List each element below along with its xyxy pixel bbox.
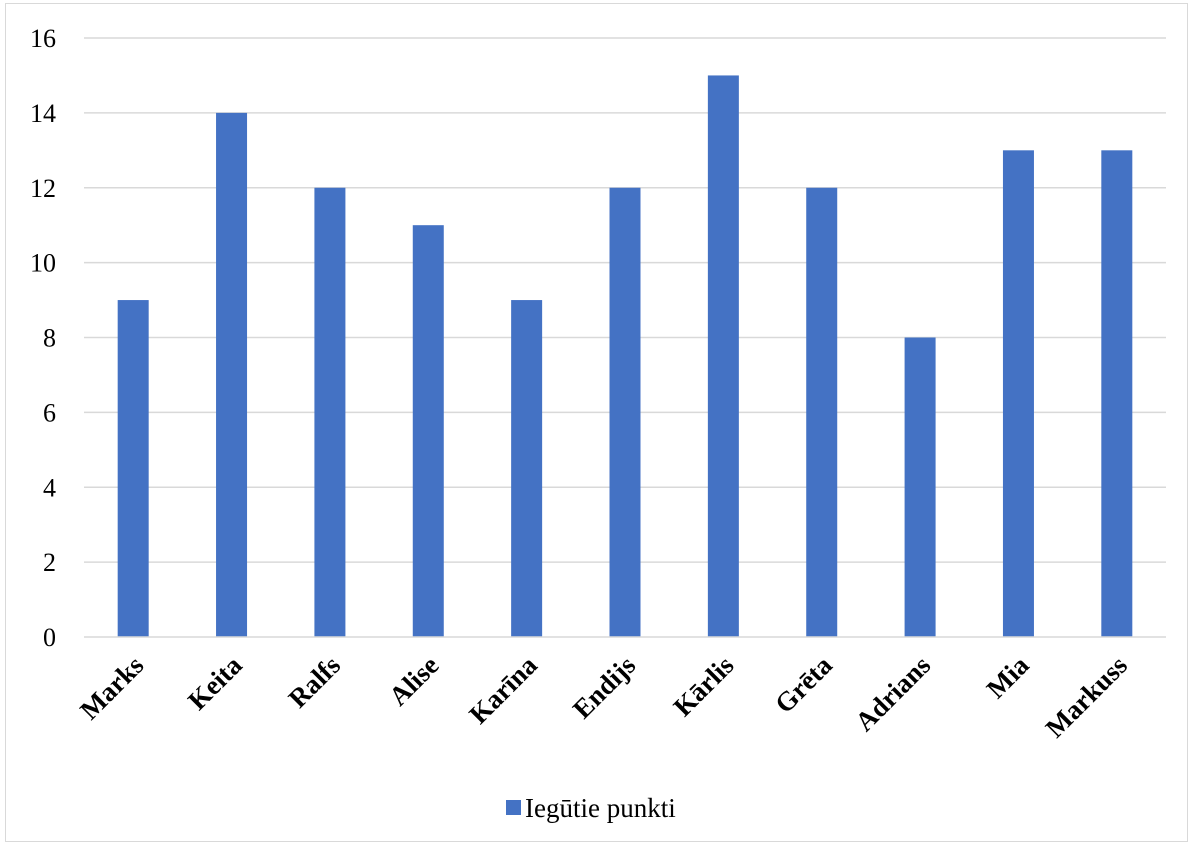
bar-7 [806, 187, 838, 637]
x-category-label: Markuss [1040, 650, 1133, 743]
x-category-label: Keita [182, 650, 248, 716]
bar-0 [117, 300, 149, 637]
x-category-label: Karīna [463, 650, 543, 730]
x-category-label: Adrians [849, 650, 936, 737]
x-category-label: Kārlis [667, 650, 739, 722]
legend-label: Iegūtie punkti [525, 793, 676, 823]
bar-9 [1002, 150, 1034, 637]
y-tick-label: 2 [43, 548, 56, 577]
bar-3 [412, 225, 444, 637]
y-tick-label: 8 [43, 324, 56, 353]
bar-4 [511, 300, 543, 637]
bar-8 [904, 337, 936, 637]
legend: Iegūtie punkti [506, 793, 676, 823]
x-axis-categories: Marks Keita Ralfs Alise Karīna Endijs Kārlis Gr… [74, 650, 1133, 744]
y-tick-label: 16 [30, 24, 56, 53]
x-category-label: Grēta [769, 650, 838, 719]
y-tick-label: 12 [30, 174, 56, 203]
legend-swatch [506, 800, 521, 815]
x-category-label: Marks [74, 650, 149, 725]
chart-frame [5, 3, 1188, 842]
bar-6 [707, 75, 739, 637]
x-category-label: Alise [383, 650, 445, 712]
x-category-label: Mia [981, 650, 1035, 704]
bar-1 [216, 112, 248, 637]
y-tick-label: 4 [43, 473, 56, 502]
x-category-label: Ralfs [283, 650, 347, 714]
y-tick-label: 0 [43, 623, 56, 652]
bars [117, 75, 1133, 637]
bar-5 [609, 187, 641, 637]
y-tick-label: 14 [30, 99, 56, 128]
y-tick-label: 10 [30, 249, 56, 278]
y-axis-ticks: 0 2 4 6 8 10 12 14 16 [30, 24, 56, 652]
x-category-label: Endijs [567, 650, 641, 724]
bar-10 [1101, 150, 1133, 637]
y-tick-label: 6 [43, 398, 56, 427]
bar-2 [314, 187, 346, 637]
